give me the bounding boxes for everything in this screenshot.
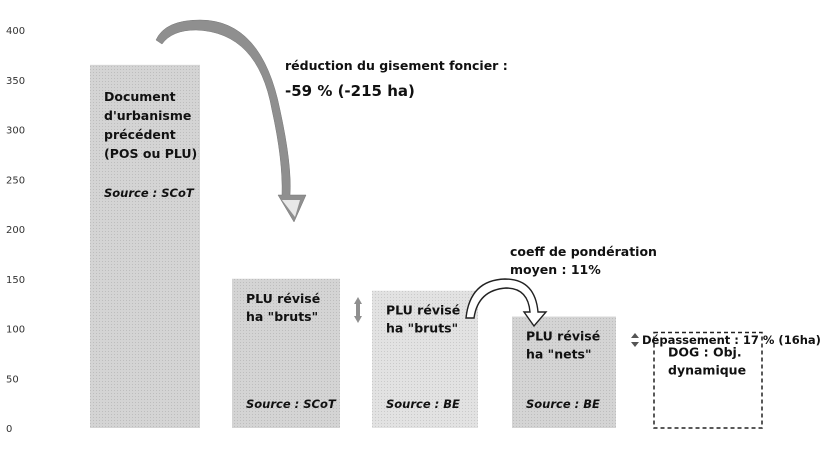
bar-label: DOG : Obj.: [668, 344, 742, 359]
bar: [372, 290, 478, 428]
y-tick-label: 300: [6, 126, 25, 137]
bar: [653, 331, 763, 429]
coeff-annotation-line2: moyen : 11%: [510, 262, 601, 277]
y-tick-label: 400: [6, 26, 25, 37]
y-tick-label: 50: [6, 374, 19, 385]
small-double-arrow-icon: [354, 297, 362, 323]
bar-group: PLU révisé ha "nets" Source : BE: [512, 316, 616, 428]
reduction-arrow-highlight: [282, 200, 300, 217]
bar-label: précédent: [104, 127, 176, 142]
bar-label: PLU révisé: [526, 329, 600, 344]
bar-group: PLU révisé ha "bruts" Source : BE: [372, 290, 478, 428]
bar-label: Document: [104, 89, 176, 104]
y-tick-label: 150: [6, 275, 25, 286]
reduction-annotation-line2: -59 % (-215 ha): [285, 82, 415, 100]
bar-label: ha "bruts": [246, 309, 318, 324]
bar-label: PLU révisé: [386, 303, 460, 318]
bar-label: (POS ou PLU): [104, 146, 197, 161]
bar-label: dynamique: [668, 362, 746, 377]
y-tick-label: 200: [6, 225, 25, 236]
bar-label: ha "bruts": [386, 321, 458, 336]
bars: Document d'urbanisme précédent (POS ou PLU)…: [90, 64, 763, 429]
bar-group: DOG : Obj. dynamique: [653, 331, 763, 429]
bar-source: Source : BE: [386, 397, 460, 411]
bar-source: Source : SCoT: [246, 397, 337, 411]
depassement-annotation: Dépassement : 17 % (16ha): [642, 333, 821, 347]
bar: [90, 64, 200, 428]
y-tick-label: 100: [6, 325, 25, 336]
coeff-annotation-line1: coeff de pondération: [510, 244, 657, 259]
bar: [512, 316, 616, 428]
bar-source: Source : BE: [526, 397, 600, 411]
y-tick-label: 0: [6, 424, 12, 435]
y-tick-label: 350: [6, 76, 25, 87]
bar-group: PLU révisé ha "bruts" Source : SCoT: [232, 278, 340, 428]
coeff-arrow: [465, 278, 548, 328]
bar-group: Document d'urbanisme précédent (POS ou PLU)…: [90, 64, 200, 428]
bar-label: PLU révisé: [246, 291, 320, 306]
y-axis-ticks: 400 350 300 250 200 150 100 50 0: [6, 26, 25, 435]
bar-label: ha "nets": [526, 347, 592, 362]
bar: [232, 278, 340, 428]
bar-source: Source : SCoT: [104, 186, 195, 200]
reduction-annotation-line1: réduction du gisement foncier :: [285, 58, 508, 73]
y-tick-label: 250: [6, 175, 25, 186]
bar-label: d'urbanisme: [104, 108, 191, 123]
depassement-marker-icon: [631, 333, 639, 347]
